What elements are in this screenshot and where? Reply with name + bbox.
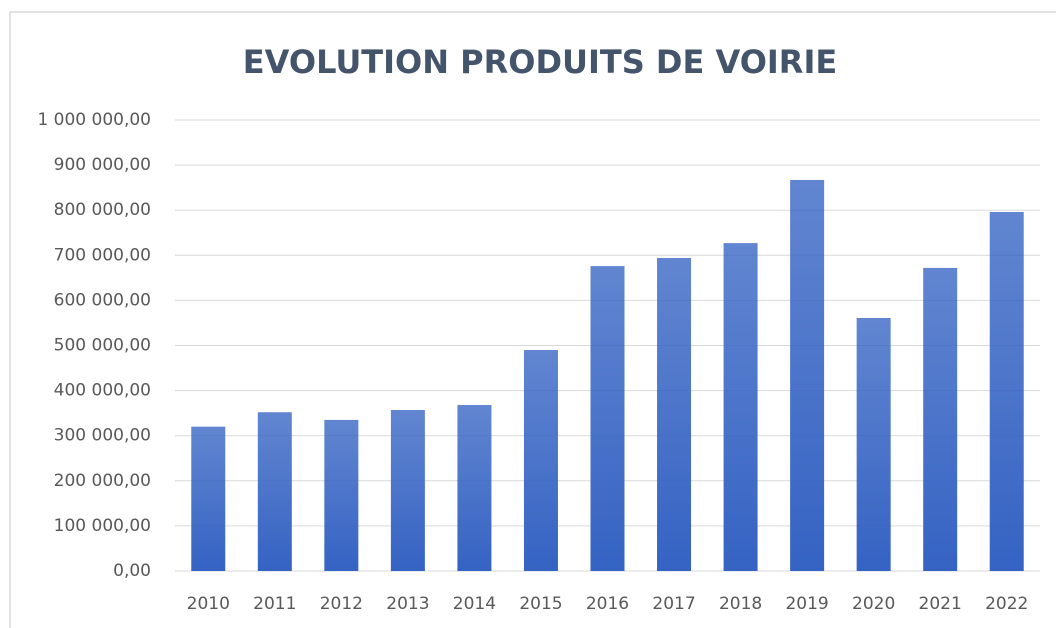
x-tick-label: 2020 [852, 594, 895, 614]
bar [790, 179, 825, 571]
bar [523, 350, 558, 571]
x-tick-label: 2021 [919, 594, 962, 614]
bar [989, 212, 1024, 571]
x-tick-label: 2017 [652, 594, 695, 614]
bar [723, 243, 758, 572]
x-tick-label: 2016 [586, 594, 629, 614]
y-tick-label: 400 000,00 [54, 381, 151, 401]
x-tick-label: 2019 [785, 594, 828, 614]
y-tick-label: 300 000,00 [54, 426, 151, 446]
bar [191, 426, 226, 571]
x-tick-label: 2015 [519, 594, 562, 614]
x-tick-label: 2018 [719, 594, 762, 614]
x-tick-label: 2010 [187, 594, 230, 614]
bar [257, 412, 292, 571]
chart-frame [9, 11, 1056, 628]
x-tick-label: 2022 [985, 594, 1028, 614]
y-tick-label: 100 000,00 [54, 516, 151, 536]
y-tick-label: 500 000,00 [54, 336, 151, 356]
bar [390, 409, 425, 571]
bar [457, 405, 492, 571]
bar [657, 258, 692, 571]
y-tick-label: 800 000,00 [54, 200, 151, 220]
y-tick-label: 600 000,00 [54, 290, 151, 310]
y-tick-label: 900 000,00 [54, 155, 151, 175]
x-tick-label: 2014 [453, 594, 496, 614]
y-tick-label: 200 000,00 [54, 471, 151, 491]
y-tick-label: 700 000,00 [54, 245, 151, 265]
bar [923, 267, 958, 571]
y-tick-label: 0,00 [113, 561, 151, 581]
y-tick-label: 1 000 000,00 [37, 110, 151, 130]
bar [856, 317, 891, 571]
bar [590, 266, 625, 571]
x-tick-label: 2012 [320, 594, 363, 614]
x-tick-label: 2013 [386, 594, 429, 614]
bar [324, 419, 359, 571]
x-tick-label: 2011 [253, 594, 296, 614]
chart-title: EVOLUTION PRODUITS DE VOIRIE [243, 43, 837, 81]
